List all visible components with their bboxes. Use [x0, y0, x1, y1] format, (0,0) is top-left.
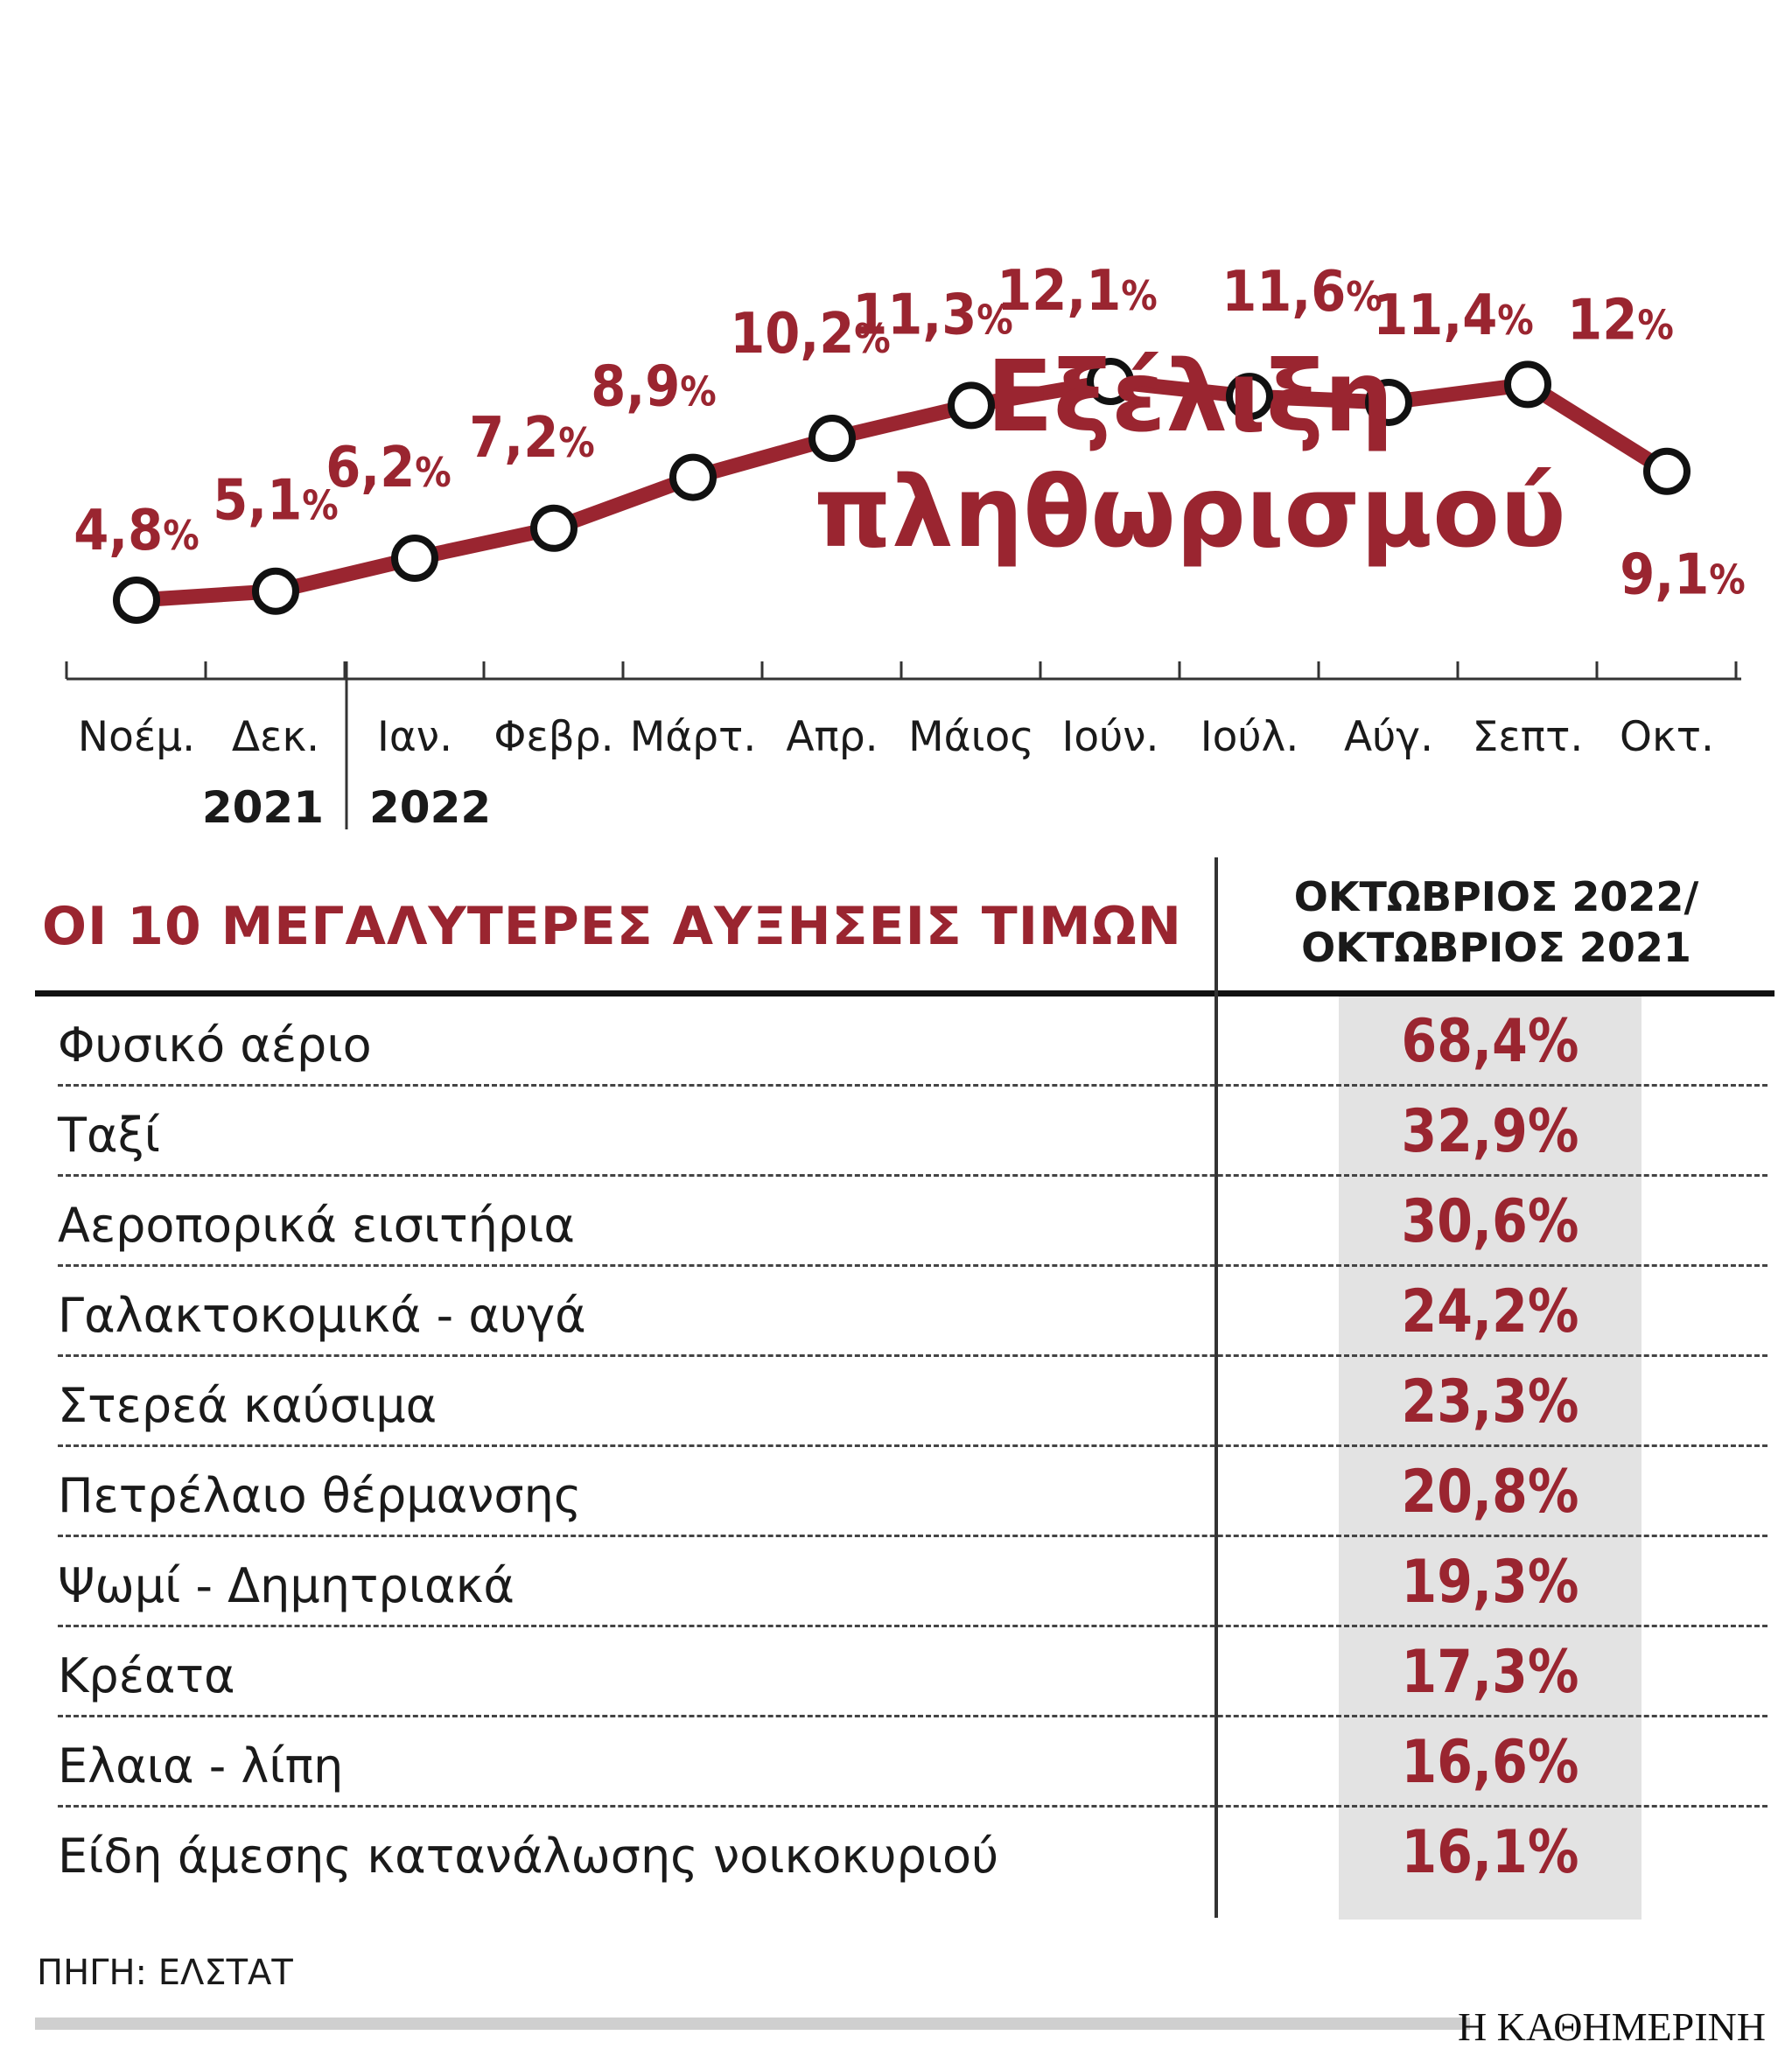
row-separator — [58, 1354, 1768, 1357]
data-point — [808, 415, 856, 463]
row-category: Ελαια - λίπη — [58, 1738, 344, 1794]
row-separator — [58, 1805, 1768, 1808]
value-label: 5,1% — [213, 468, 339, 534]
data-point — [669, 453, 717, 501]
data-point — [1087, 357, 1134, 405]
row-value: 24,2% — [1401, 1277, 1579, 1346]
month-label: Δεκ. — [232, 713, 319, 761]
table-row: Ταξί 32,9% — [0, 1087, 1792, 1177]
row-value: 20,8% — [1401, 1458, 1579, 1527]
value-label: 9,1% — [1620, 542, 1746, 608]
publisher-logo: Η ΚΑΘΗΜΕΡΙΝΗ — [1457, 2004, 1766, 2049]
data-point — [252, 567, 299, 615]
column-header-line-2: ΟΚΤΩΒΡΙΟΣ 2021 — [1301, 924, 1691, 971]
row-value: 23,3% — [1401, 1367, 1579, 1437]
data-point — [1504, 360, 1551, 409]
table-row: Ελαια - λίπη 16,6% — [0, 1717, 1792, 1808]
year-label-2021: 2021 — [202, 782, 324, 833]
value-label: 4,8% — [74, 498, 200, 563]
value-column-shade — [1339, 997, 1642, 1920]
data-point — [1226, 373, 1273, 421]
row-value: 30,6% — [1401, 1187, 1579, 1256]
month-label: Οκτ. — [1620, 713, 1714, 761]
month-label: Σεπτ. — [1473, 713, 1584, 761]
row-category: Είδη άμεσης κατανάλωσης νοικοκυριού — [58, 1829, 999, 1884]
footer-bar — [35, 2018, 1470, 2030]
data-point — [391, 535, 438, 583]
table-row: Κρέατα 17,3% — [0, 1627, 1792, 1717]
value-label: 6,2% — [326, 435, 452, 500]
source-note: ΠΗΓΗ: ΕΛΣΤΑΤ — [37, 1953, 293, 1993]
data-point — [530, 504, 578, 552]
value-label: 11,3% — [852, 283, 1013, 348]
table-row: Αεροπορικά εισιτήρια 30,6% — [0, 1177, 1792, 1267]
row-value: 32,9% — [1401, 1097, 1579, 1166]
value-label: 11,6% — [1222, 259, 1382, 325]
value-label: 12% — [1567, 288, 1674, 353]
row-category: Φυσικό αέριο — [58, 1018, 372, 1073]
row-category: Αεροπορικά εισιτήρια — [58, 1198, 575, 1253]
value-label: 8,9% — [591, 354, 717, 420]
month-label: Αύγ. — [1344, 713, 1433, 761]
table-row: Είδη άμεσης κατανάλωσης νοικοκυριού 16,1% — [0, 1808, 1792, 1898]
table-row: Στερεά καύσιμα 23,3% — [0, 1357, 1792, 1447]
month-label: Ιαν. — [377, 713, 452, 761]
header-rule — [35, 990, 1774, 997]
month-label: Ιούλ. — [1200, 713, 1299, 761]
chart-title-line-1: Εξέλιξη — [986, 340, 1393, 454]
year-label-2022: 2022 — [369, 782, 491, 833]
row-category: Πετρέλαιο θέρμανσης — [58, 1468, 582, 1523]
row-separator — [58, 1625, 1768, 1627]
table-row: Ψωμί - Δημητριακά 19,3% — [0, 1537, 1792, 1627]
month-label: Φεβρ. — [494, 713, 613, 761]
row-separator — [58, 1715, 1768, 1717]
row-separator — [58, 1264, 1768, 1267]
month-label: Απρ. — [786, 713, 878, 761]
row-category: Ψωμί - Δημητριακά — [58, 1558, 514, 1613]
column-header-line-1: ΟΚΤΩΒΡΙΟΣ 2022/ — [1293, 873, 1699, 920]
inflation-line-chart: 4,8%5,1%6,2% 7,2%8,9%10,2%11,3%12,1% 11,6%… — [65, 258, 1746, 833]
row-category: Γαλακτοκομικά - αυγά — [58, 1288, 586, 1343]
value-label: 11,4% — [1373, 283, 1534, 348]
month-label: Μάρτ. — [630, 713, 757, 761]
row-value: 17,3% — [1401, 1638, 1579, 1707]
chart-title-line-2: πληθωρισμού — [814, 456, 1566, 570]
row-separator — [58, 1084, 1768, 1087]
month-label: Ιούν. — [1061, 713, 1158, 761]
table-row: Φυσικό αέριο 68,4% — [0, 997, 1792, 1087]
value-label: 7,2% — [469, 405, 595, 471]
table-title: ΟΙ 10 ΜΕΓΑΛΥΤΕΡΕΣ ΑΥΞΗΣΕΙΣ ΤΙΜΩΝ — [42, 896, 1182, 957]
value-label: 10,2% — [730, 301, 891, 367]
data-point — [948, 381, 995, 430]
data-point — [1365, 378, 1412, 426]
column-divider — [1214, 857, 1218, 1918]
row-value: 68,4% — [1401, 1007, 1579, 1076]
table-row: Πετρέλαιο θέρμανσης 20,8% — [0, 1447, 1792, 1537]
table-row: Γαλακτοκομικά - αυγά 24,2% — [0, 1267, 1792, 1357]
month-label: Νοέμ. — [78, 713, 195, 761]
row-separator — [58, 1174, 1768, 1177]
row-category: Στερεά καύσιμα — [58, 1378, 438, 1433]
value-label: 12,1% — [997, 258, 1158, 324]
column-header: ΟΚΤΩΒΡΙΟΣ 2022/ ΟΚΤΩΒΡΙΟΣ 2021 — [1225, 871, 1768, 973]
data-point — [1643, 447, 1690, 495]
row-separator — [58, 1444, 1768, 1447]
row-category: Ταξί — [58, 1108, 160, 1163]
row-separator — [58, 1535, 1768, 1537]
row-category: Κρέατα — [58, 1648, 235, 1703]
row-value: 19,3% — [1401, 1548, 1579, 1617]
row-value: 16,6% — [1401, 1728, 1579, 1797]
month-label: Μάιος — [908, 713, 1034, 761]
row-value: 16,1% — [1401, 1818, 1579, 1887]
data-point — [113, 577, 160, 624]
